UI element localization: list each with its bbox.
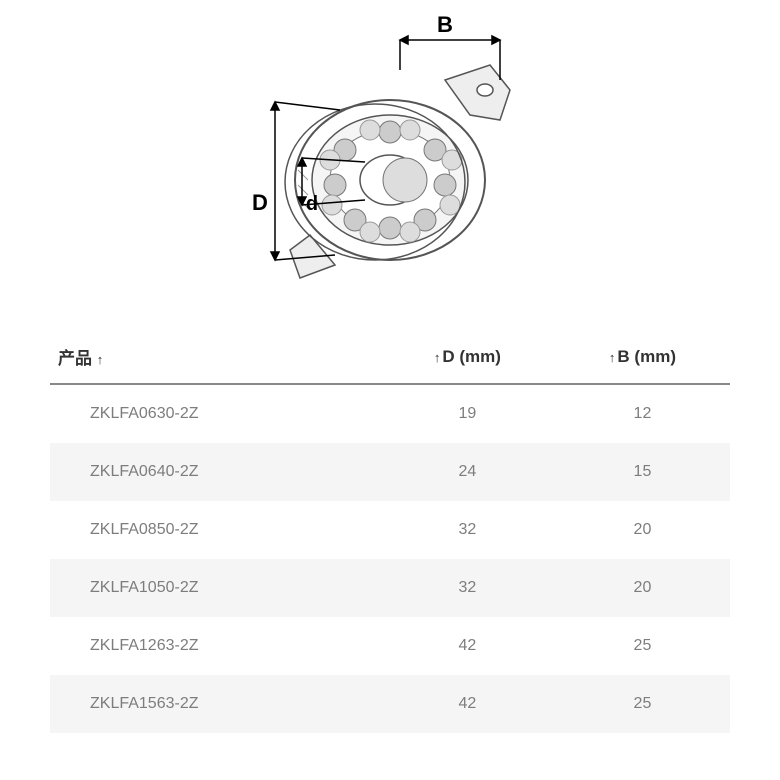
cell-b: 20 — [555, 501, 730, 559]
bearing-diagram-container: B D d — [0, 0, 780, 330]
header-b[interactable]: ↑B (mm) — [555, 330, 730, 384]
table-row[interactable]: ZKLFA0850-2Z3220 — [50, 501, 730, 559]
table-body: ZKLFA0630-2Z1912ZKLFA0640-2Z2415ZKLFA085… — [50, 384, 730, 733]
header-d[interactable]: ↑D (mm) — [380, 330, 555, 384]
cell-d: 24 — [380, 443, 555, 501]
product-table-container: 产品 ↑ ↑D (mm) ↑B (mm) ZKLFA0630-2Z1912ZKL… — [0, 330, 780, 733]
cell-b: 12 — [555, 384, 730, 443]
label-B: B — [437, 12, 453, 37]
cell-b: 20 — [555, 559, 730, 617]
cell-product: ZKLFA1050-2Z — [50, 559, 380, 617]
table-row[interactable]: ZKLFA1263-2Z4225 — [50, 617, 730, 675]
table-row[interactable]: ZKLFA1050-2Z3220 — [50, 559, 730, 617]
cell-product: ZKLFA0630-2Z — [50, 384, 380, 443]
cell-d: 42 — [380, 675, 555, 733]
header-product-label: 产品 — [58, 349, 92, 368]
header-product[interactable]: 产品 ↑ — [50, 330, 380, 384]
sort-arrow-icon: ↑ — [609, 350, 616, 365]
cell-product: ZKLFA1263-2Z — [50, 617, 380, 675]
label-d: d — [306, 193, 318, 215]
header-d-label: D (mm) — [442, 347, 501, 366]
table-row[interactable]: ZKLFA0640-2Z2415 — [50, 443, 730, 501]
table-row[interactable]: ZKLFA0630-2Z1912 — [50, 384, 730, 443]
cell-b: 25 — [555, 617, 730, 675]
cell-product: ZKLFA1563-2Z — [50, 675, 380, 733]
cell-d: 42 — [380, 617, 555, 675]
product-table: 产品 ↑ ↑D (mm) ↑B (mm) ZKLFA0630-2Z1912ZKL… — [50, 330, 730, 733]
cell-d: 32 — [380, 559, 555, 617]
sort-arrow-icon: ↑ — [97, 352, 104, 367]
table-header-row: 产品 ↑ ↑D (mm) ↑B (mm) — [50, 330, 730, 384]
cell-d: 19 — [380, 384, 555, 443]
cell-d: 32 — [380, 501, 555, 559]
cell-b: 25 — [555, 675, 730, 733]
bearing-diagram: B D d — [240, 10, 540, 310]
sort-arrow-icon: ↑ — [434, 350, 441, 365]
cell-product: ZKLFA0850-2Z — [50, 501, 380, 559]
header-b-label: B (mm) — [617, 347, 676, 366]
label-D: D — [252, 190, 268, 215]
cell-product: ZKLFA0640-2Z — [50, 443, 380, 501]
cell-b: 15 — [555, 443, 730, 501]
table-row[interactable]: ZKLFA1563-2Z4225 — [50, 675, 730, 733]
